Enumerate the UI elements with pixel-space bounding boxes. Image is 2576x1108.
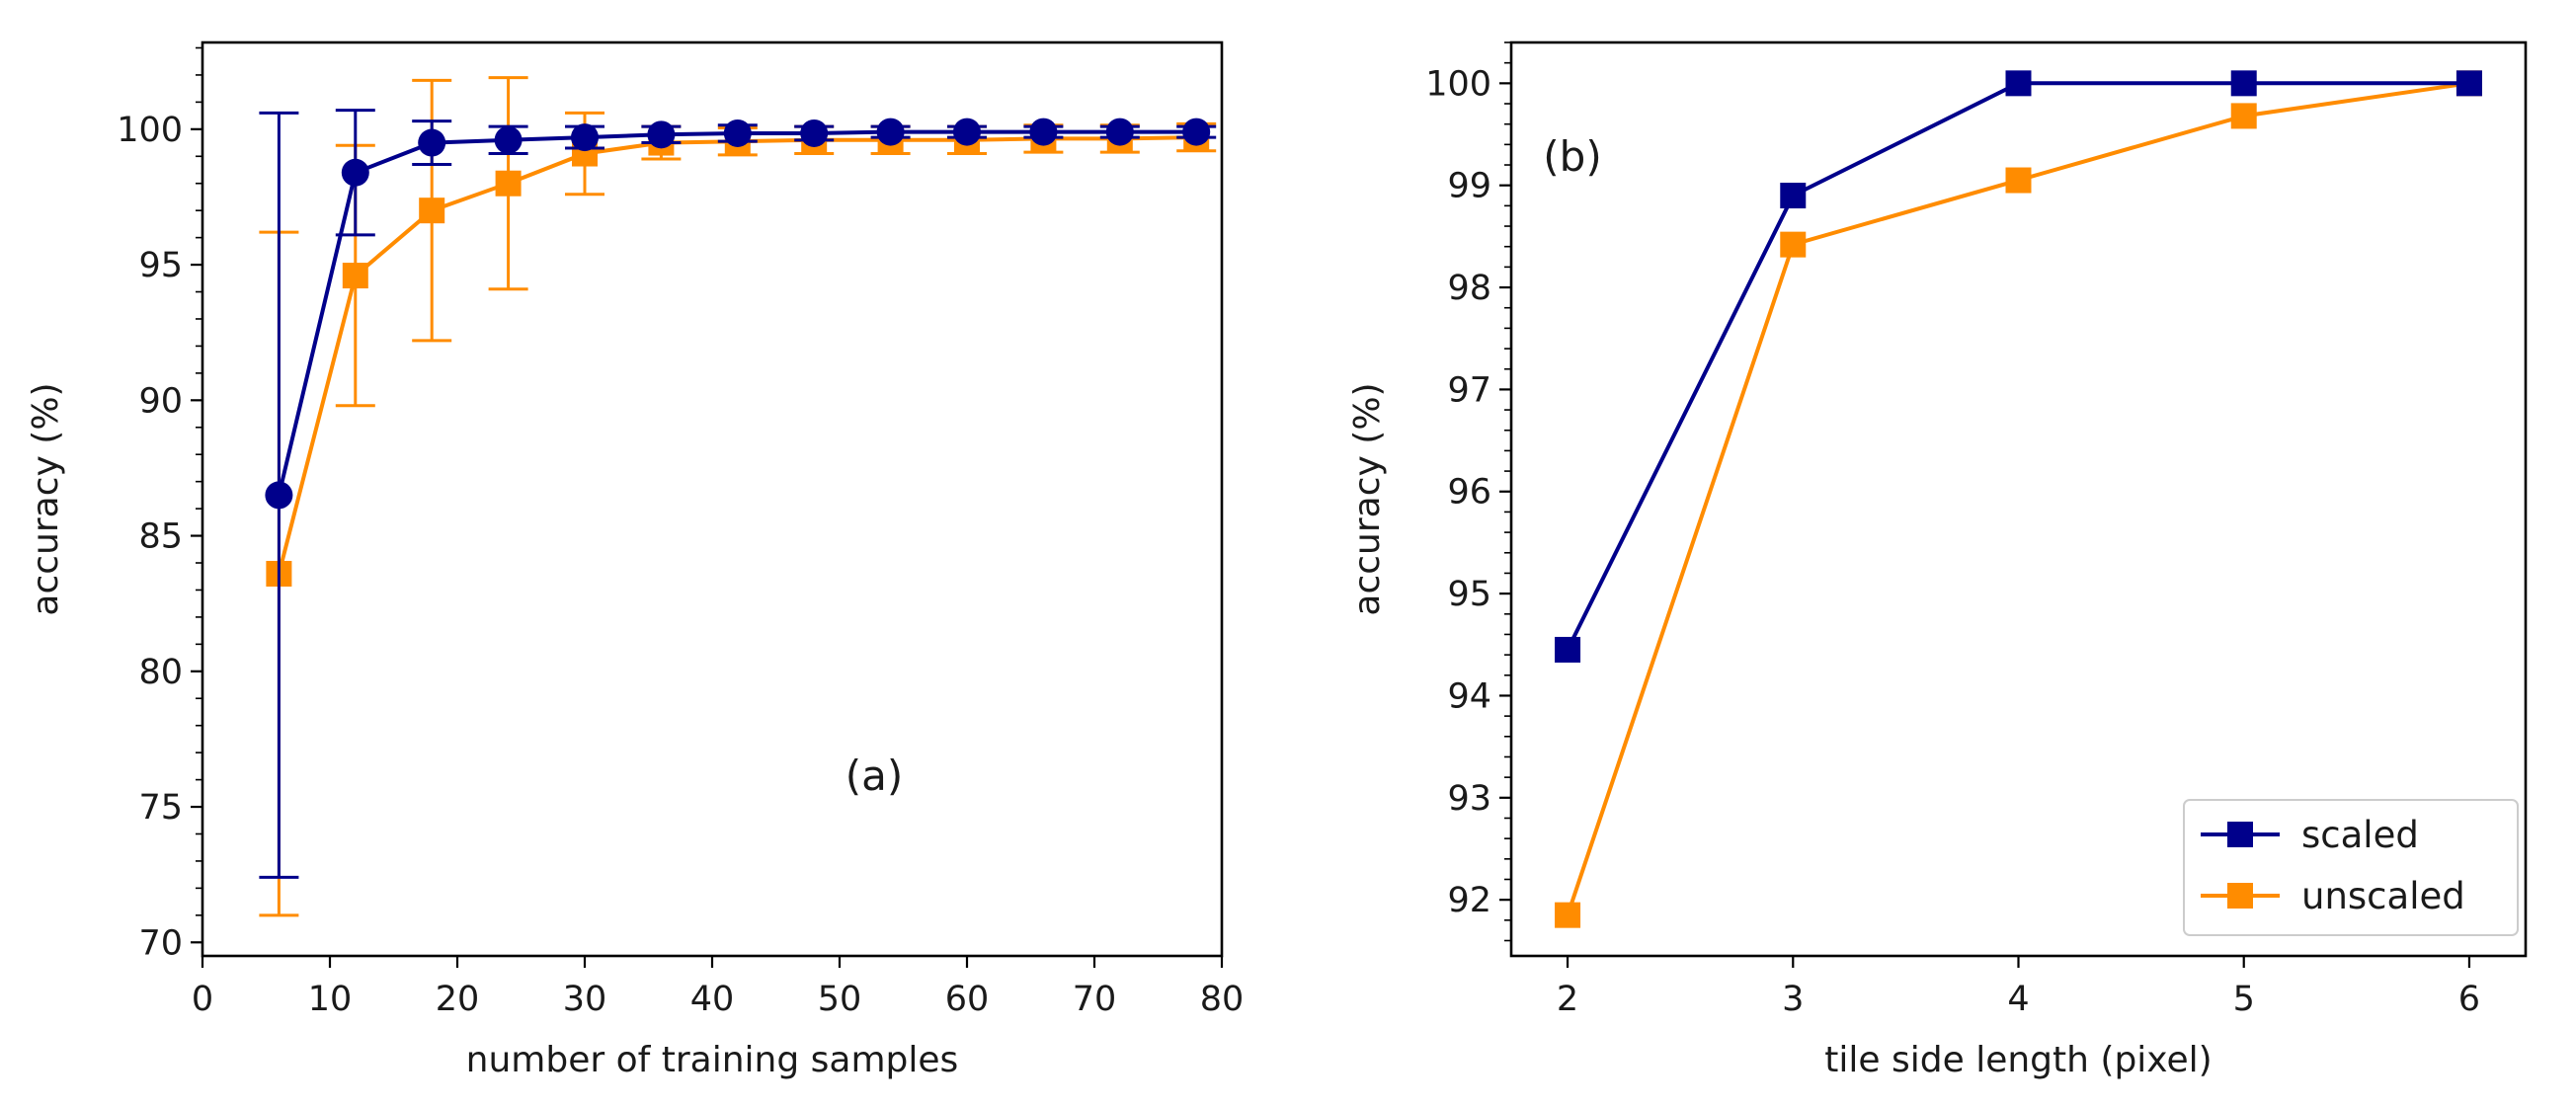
data-point — [800, 119, 829, 147]
y-tick-label: 92 — [1447, 881, 1491, 920]
x-tick-label: 80 — [1200, 980, 1245, 1019]
data-point — [1780, 183, 1807, 209]
y-tick-label: 95 — [138, 246, 183, 285]
data-point — [723, 119, 752, 147]
y-axis-title: accuracy (%) — [26, 382, 66, 615]
y-tick-label: 97 — [1447, 370, 1491, 410]
panel-label: (a) — [845, 752, 904, 800]
data-point — [953, 118, 981, 146]
data-point — [2455, 70, 2482, 97]
legend-label: scaled — [2301, 814, 2419, 856]
data-point — [2230, 103, 2257, 129]
y-tick-label: 75 — [138, 788, 183, 828]
y-tick-label: 99 — [1447, 167, 1491, 206]
data-point — [2005, 167, 2032, 194]
panel-a: 0 10 20 30 40 50 60 70 80 70 75 80 85 90 95 100 number o… — [26, 40, 1245, 1080]
y-tick-label: 100 — [1425, 64, 1491, 104]
x-tick-label: 0 — [192, 980, 213, 1019]
data-point — [2230, 70, 2257, 97]
plot-area — [1555, 70, 2482, 928]
x-tick-label: 30 — [563, 980, 607, 1019]
y-tick-label: 100 — [117, 111, 183, 150]
data-point — [2005, 70, 2032, 97]
data-point — [647, 120, 676, 149]
series-line — [277, 135, 1197, 575]
y-tick-label: 80 — [138, 653, 183, 692]
x-tick-label: 60 — [945, 980, 990, 1019]
x-tick-label: 10 — [308, 980, 353, 1019]
plot-area — [259, 76, 1217, 917]
x-tick-label: 6 — [2458, 980, 2480, 1019]
panel-label: (b) — [1543, 132, 1601, 181]
x-tick-label: 20 — [436, 980, 480, 1019]
data-point — [1182, 118, 1211, 146]
y-tick-label: 90 — [138, 381, 183, 421]
x-tick-label: 5 — [2233, 980, 2255, 1019]
data-point — [1555, 636, 1581, 663]
y-tick-label: 96 — [1447, 473, 1491, 513]
series-line — [1566, 81, 2470, 916]
data-point — [418, 128, 446, 157]
data-point — [1555, 902, 1581, 928]
legend-item-scaled: scaled — [2201, 814, 2419, 856]
y-tick-label: 93 — [1447, 779, 1491, 819]
data-point — [342, 263, 368, 289]
data-point — [1780, 231, 1807, 258]
y-tick-label: 95 — [1447, 575, 1491, 614]
x-axis-title: number of training samples — [466, 1040, 959, 1080]
series-scaled — [1555, 70, 2482, 663]
data-point — [495, 170, 522, 197]
panel-b: 2 3 4 5 6 92 93 94 95 96 97 98 99 100 tile side length… — [1347, 40, 2528, 1080]
x-tick-label: 4 — [2007, 980, 2029, 1019]
data-point — [419, 198, 445, 224]
x-tick-label: 40 — [690, 980, 735, 1019]
y-tick-label: 85 — [138, 517, 183, 557]
x-tick-label: 50 — [818, 980, 862, 1019]
x-tick-label: 2 — [1557, 980, 1578, 1019]
series-scaled — [259, 109, 1217, 879]
y-axis-title: accuracy (%) — [1347, 382, 1388, 615]
legend: scaled unscaled — [2183, 799, 2519, 936]
data-point — [1105, 118, 1134, 146]
legend-marker — [2227, 883, 2253, 909]
y-tick-label: 98 — [1447, 269, 1491, 308]
series-unscaled — [259, 76, 1217, 917]
x-tick-label: 70 — [1073, 980, 1117, 1019]
data-point — [341, 158, 369, 187]
x-axis-title: tile side length (pixel) — [1824, 1040, 2212, 1080]
data-point — [494, 125, 523, 154]
y-tick-label: 70 — [138, 923, 183, 963]
legend-marker — [2227, 822, 2253, 847]
legend-label: unscaled — [2301, 875, 2465, 917]
y-tick-label: 94 — [1447, 676, 1491, 716]
x-tick-label: 3 — [1782, 980, 1804, 1019]
legend-item-unscaled: unscaled — [2201, 875, 2465, 917]
data-point — [1029, 118, 1058, 146]
data-point — [571, 123, 599, 152]
data-point — [876, 118, 905, 146]
data-point — [265, 481, 293, 510]
series-line — [277, 129, 1197, 496]
